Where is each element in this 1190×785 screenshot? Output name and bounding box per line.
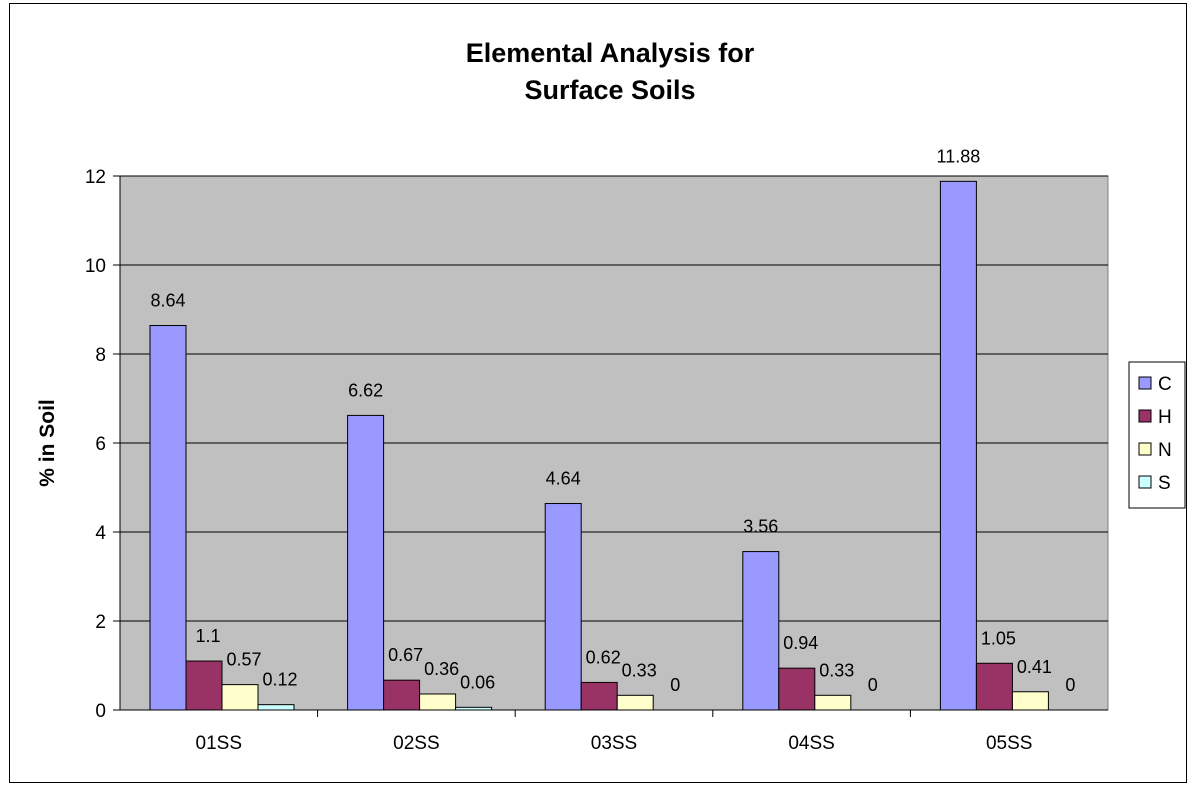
legend-swatch [1138,442,1152,456]
y-axis-label: % in Soil [36,399,59,487]
bar-c [347,414,385,711]
data-label: 0.41 [1017,657,1052,677]
data-label: 11.88 [937,146,981,166]
x-tick-label: 05SS [986,733,1032,754]
data-label: 0.67 [388,645,423,665]
x-tick-label: 04SS [788,733,834,754]
data-label: 3.56 [743,517,778,537]
bar-n [616,694,654,711]
bar-h [383,679,421,711]
data-label: 0.36 [424,659,459,679]
y-tick-label: 0 [95,701,106,722]
bar-c [544,503,582,711]
data-label: 0.62 [586,647,621,667]
data-label: 4.64 [546,469,581,489]
data-label: 6.62 [348,380,383,400]
bar-h [778,667,816,711]
y-tick-label: 10 [85,256,106,277]
bar-c [742,551,780,711]
chart-title: Elemental Analysis for Surface Soils [466,38,755,105]
data-label: 0.06 [460,672,495,692]
bar-h [975,662,1013,711]
chart-title-line-2: Surface Soils [524,75,695,105]
data-labels: 8.641.10.570.126.620.670.360.064.640.620… [150,146,1075,695]
bar-s [257,704,295,711]
data-label: 0.33 [622,660,657,680]
y-tick-label: 2 [95,612,106,633]
data-label: 8.64 [150,291,185,311]
y-tick-label: 8 [95,345,106,366]
legend-label: N [1158,440,1172,461]
data-label: 0 [868,675,878,695]
data-label: 1.1 [195,626,220,646]
data-label: 0 [1065,675,1075,695]
y-tick-label: 6 [95,434,106,455]
bar-n [814,694,852,711]
bars [149,180,1049,711]
bar-c [939,180,977,711]
bar-n [1011,691,1049,711]
data-label: 0.57 [226,650,261,670]
x-tick-label: 03SS [591,733,637,754]
bar-n [221,684,259,711]
x-tick-label: 01SS [196,733,242,754]
bar-h [580,681,618,711]
axes: 0 2 4 6 8 10 12 01SS 02SS 03SS 04SS 05SS [85,167,1108,754]
data-label: 0 [670,675,680,695]
data-label: 1.05 [981,628,1016,648]
data-label: 0.94 [783,633,818,653]
legend-box [1128,361,1186,509]
legend-swatch [1138,376,1152,390]
bar-n [419,693,457,711]
legend-label: C [1158,374,1172,395]
chart-title-line-1: Elemental Analysis for [466,38,755,68]
legend-label: S [1158,473,1171,494]
legend-swatch [1138,475,1152,489]
legend-label: H [1158,407,1172,428]
data-label: 0.12 [262,670,297,690]
y-tick-label: 4 [95,523,106,544]
x-tick-label: 02SS [393,733,439,754]
y-tick-label: 12 [85,167,106,188]
data-label: 0.33 [819,660,854,680]
bar-h [185,660,223,711]
bar-c [149,325,187,711]
legend-swatch [1138,409,1152,423]
